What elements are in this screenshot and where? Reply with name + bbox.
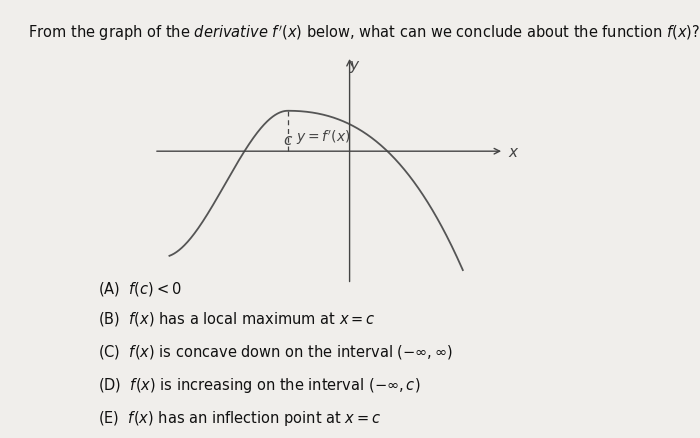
Text: (E)  $f(x)$ has an inflection point at $x = c$: (E) $f(x)$ has an inflection point at $x…	[98, 409, 382, 427]
Text: (B)  $f(x)$ has a local maximum at $x = c$: (B) $f(x)$ has a local maximum at $x = c…	[98, 309, 376, 327]
Text: From the graph of the $\mathit{derivative}$ $f'(x)$ below, what can we conclude : From the graph of the $\mathit{derivativ…	[27, 23, 700, 42]
Text: $y$: $y$	[349, 59, 361, 75]
Text: $x$: $x$	[508, 145, 519, 159]
Text: (C)  $f(x)$ is concave down on the interval $(-\infty, \infty)$: (C) $f(x)$ is concave down on the interv…	[98, 343, 453, 360]
Text: $y = f'(x)$: $y = f'(x)$	[295, 128, 350, 146]
Text: (A)  $f(c) < 0$: (A) $f(c) < 0$	[98, 279, 181, 297]
Text: $c$: $c$	[283, 133, 293, 148]
Text: (D)  $f(x)$ is increasing on the interval $(-\infty, c)$: (D) $f(x)$ is increasing on the interval…	[98, 375, 421, 394]
